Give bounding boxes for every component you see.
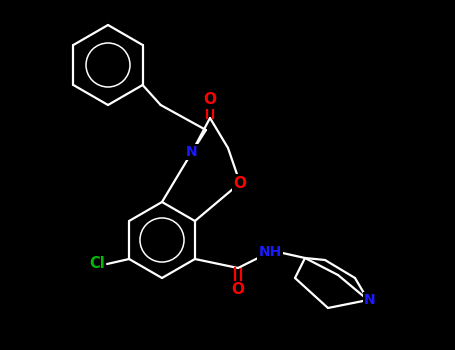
Text: NH: NH — [258, 245, 282, 259]
Text: O: O — [233, 175, 247, 190]
Text: O: O — [232, 282, 244, 298]
Text: N: N — [186, 145, 198, 159]
Text: Cl: Cl — [89, 257, 105, 272]
Text: O: O — [203, 92, 217, 107]
Text: N: N — [364, 293, 376, 307]
